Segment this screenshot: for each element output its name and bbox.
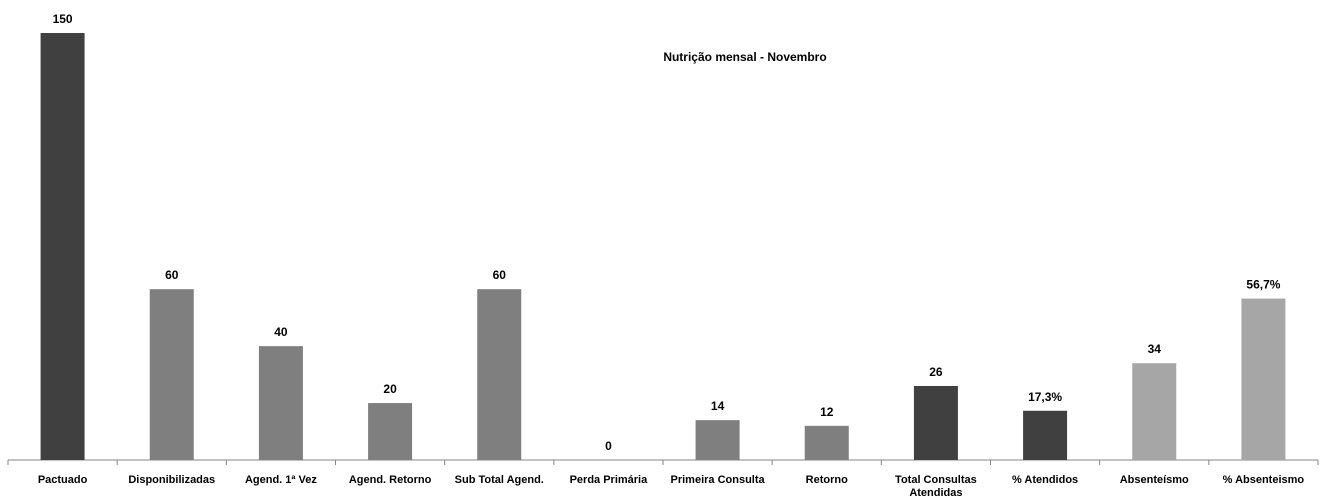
x-tick-label: % Absenteismo bbox=[1222, 474, 1305, 486]
bar bbox=[149, 289, 194, 460]
value-label: 56,7% bbox=[1246, 278, 1280, 292]
x-tick-label: Retorno bbox=[805, 474, 848, 486]
value-label: 60 bbox=[165, 268, 179, 282]
value-label: 0 bbox=[605, 439, 612, 453]
x-tick-label: Pactuado bbox=[37, 474, 88, 486]
value-label: 17,3% bbox=[1028, 390, 1062, 404]
chart-title: Nutrição mensal - Novembro bbox=[663, 50, 826, 64]
x-tick-label: % Atendidos bbox=[1011, 474, 1079, 486]
x-tick-label: Perda Primária bbox=[569, 474, 648, 486]
value-label: 14 bbox=[711, 399, 725, 413]
value-label: 20 bbox=[383, 382, 397, 396]
value-label: 12 bbox=[820, 405, 834, 419]
value-label: 40 bbox=[274, 325, 288, 339]
bar bbox=[258, 346, 303, 460]
bar bbox=[368, 403, 413, 460]
x-tick-label: Absenteísmo bbox=[1119, 474, 1189, 486]
bar bbox=[477, 289, 522, 460]
bar bbox=[913, 385, 958, 460]
bar bbox=[40, 33, 85, 460]
x-tick-label: Total Consultas Atendidas bbox=[895, 474, 977, 499]
value-label: 34 bbox=[1148, 342, 1162, 356]
value-label: 60 bbox=[493, 268, 507, 282]
bar bbox=[695, 420, 740, 460]
x-tick-label: Sub Total Agend. bbox=[454, 474, 544, 486]
value-label: 150 bbox=[53, 12, 73, 26]
bar bbox=[1023, 410, 1068, 460]
x-tick-label: Primeira Consulta bbox=[670, 474, 765, 486]
bar bbox=[1132, 363, 1177, 460]
x-tick-label: Agend. Retorno bbox=[348, 474, 432, 486]
value-label: 26 bbox=[929, 365, 943, 379]
bar bbox=[1241, 298, 1286, 460]
x-tick-label: Agend. 1ª Vez bbox=[244, 474, 317, 486]
bar bbox=[804, 425, 849, 460]
x-tick-label: Disponibilizadas bbox=[128, 474, 216, 486]
